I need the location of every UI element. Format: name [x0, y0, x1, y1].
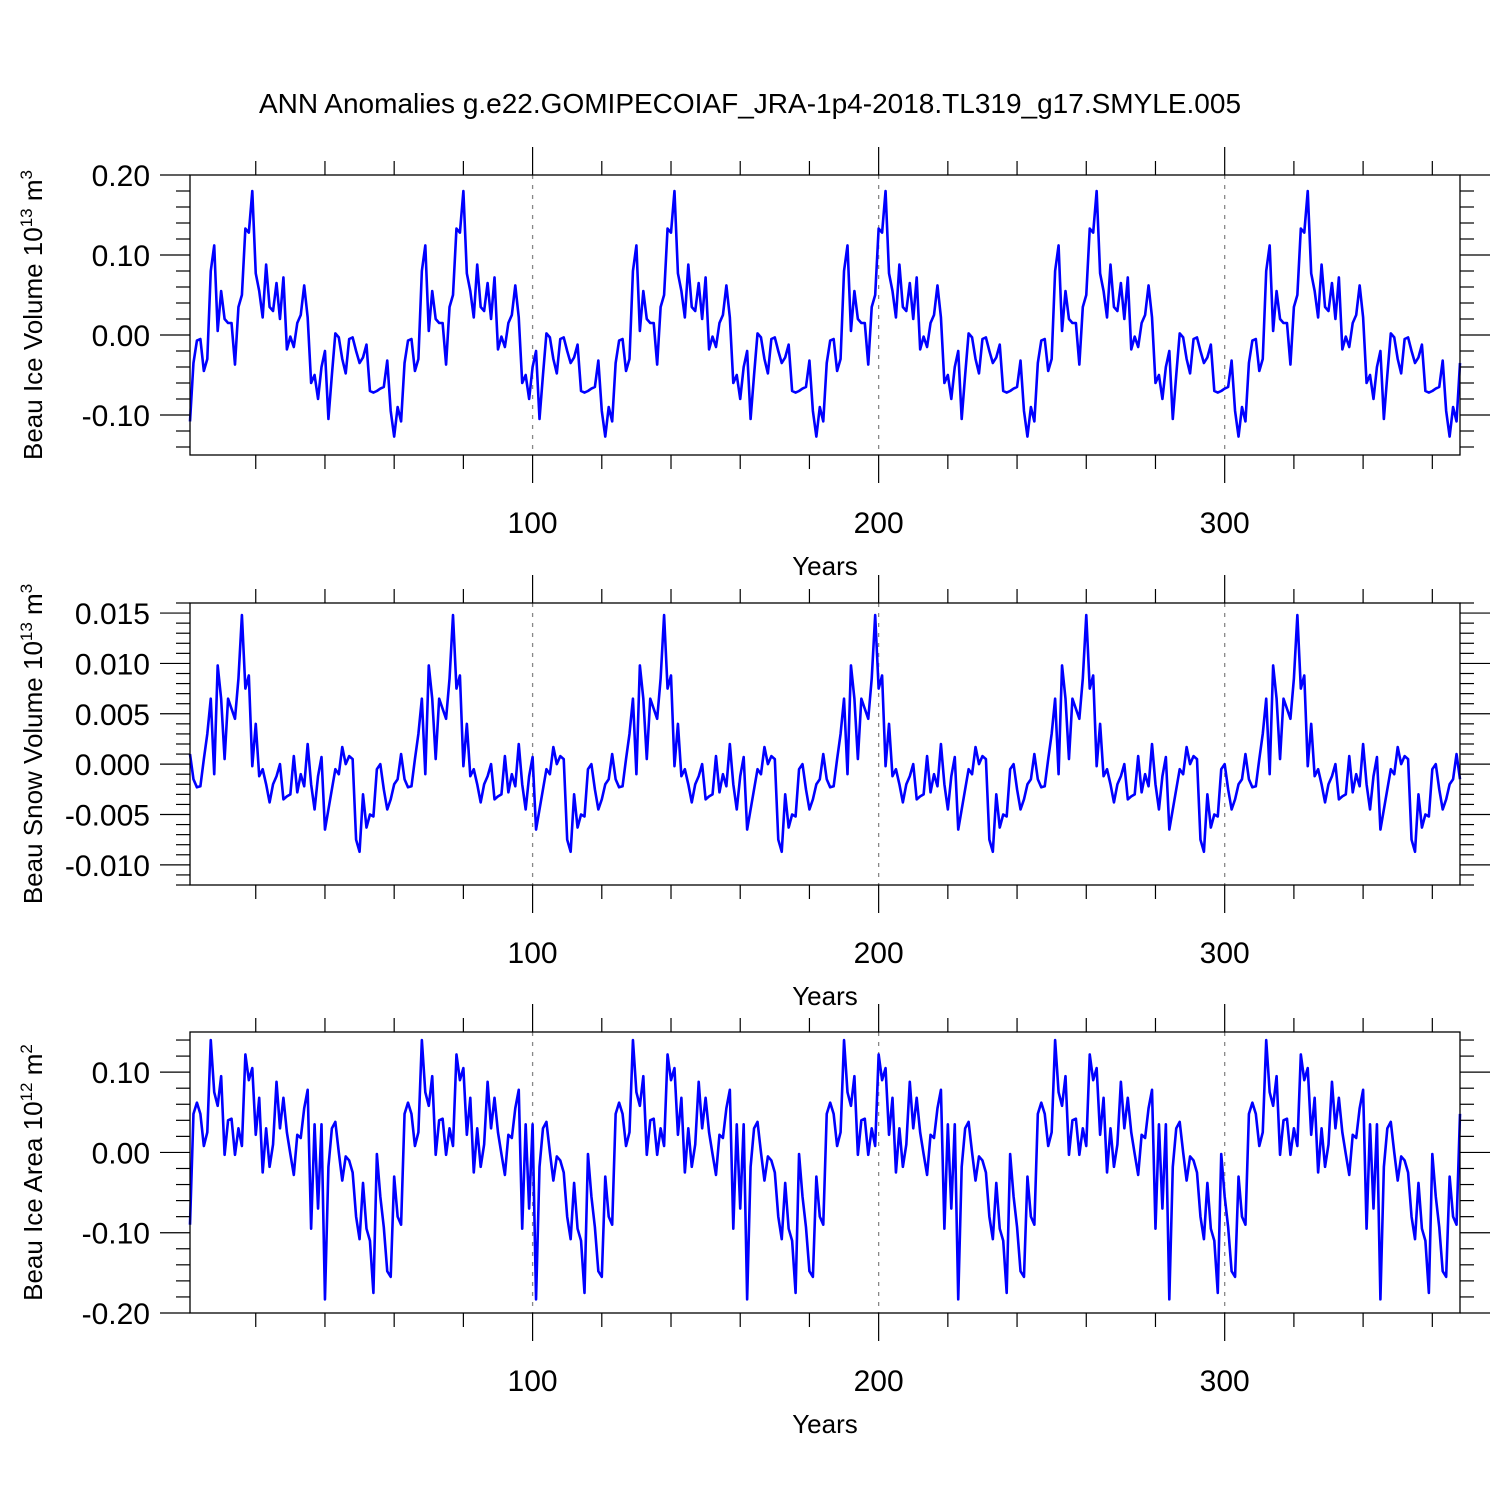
y-tick-label: 0.10	[92, 240, 150, 273]
y-axis-label-text: m	[18, 179, 48, 208]
y-axis-label-text: Beau Snow Volume 10	[18, 641, 48, 904]
y-tick-label: 0.00	[92, 1137, 150, 1170]
y-axis-label-text: m	[18, 1054, 48, 1083]
y-tick-label: 0.010	[75, 648, 150, 681]
x-axis-label: Years	[792, 1409, 858, 1439]
panel-2: 0.015 0.010 0.005 0.000 -0.005 -0.010 100 200 30…	[17, 575, 1490, 1011]
y-axis-label-exponent: 12	[17, 1082, 36, 1101]
y-tick-label: -0.10	[82, 1218, 150, 1251]
y-axis-label-text: m	[18, 593, 48, 622]
y-tick-label: 0.000	[75, 749, 150, 782]
y-axis-label-text: Beau Ice Volume 10	[18, 227, 48, 460]
panels: 0.20 0.10 0.00 -0.10 100 200 300 Years Beau Ice …	[17, 147, 1490, 1439]
x-tick-label: 100	[508, 507, 558, 540]
y-axis-label-exponent: 13	[17, 208, 36, 227]
panel-3: 0.10 0.00 -0.10 -0.20 100 200 300 Years Beau Ice…	[17, 1004, 1490, 1439]
x-tick-label: 200	[854, 1365, 904, 1398]
y-tick-label: 0.00	[92, 320, 150, 353]
x-tick-label: 300	[1200, 1365, 1250, 1398]
y-axis-label: Beau Ice Volume 1013 m3	[17, 170, 48, 460]
y-tick-label: -0.20	[82, 1298, 150, 1331]
panel-1: 0.20 0.10 0.00 -0.10 100 200 300 Years Beau Ice …	[17, 147, 1490, 581]
series-line	[188, 613, 1462, 854]
plot-frame	[189, 174, 1461, 456]
x-tick-label: 200	[854, 937, 904, 970]
y-axis-label-text: Beau Ice Area 10	[18, 1101, 48, 1300]
y-axis-label-exponent: 2	[17, 1044, 36, 1053]
figure-title: ANN Anomalies g.e22.GOMIPECOIAF_JRA-1p4-…	[259, 88, 1241, 119]
x-tick-label: 300	[1200, 507, 1250, 540]
y-tick-label: 0.005	[75, 699, 150, 732]
y-axis-label-exponent: 3	[17, 170, 36, 179]
x-tick-label: 200	[854, 507, 904, 540]
y-tick-label: -0.005	[65, 800, 150, 833]
x-tick-label: 100	[508, 937, 558, 970]
series-line	[188, 1038, 1462, 1301]
x-axis-label: Years	[792, 981, 858, 1011]
y-tick-label: 0.20	[92, 160, 150, 193]
y-tick-label: -0.10	[82, 400, 150, 433]
y-tick-label: 0.015	[75, 598, 150, 631]
x-axis-label: Years	[792, 551, 858, 581]
y-axis-label: Beau Snow Volume 1013 m3	[17, 584, 48, 904]
y-tick-label: 0.10	[92, 1057, 150, 1090]
y-tick-label: -0.010	[65, 850, 150, 883]
series-line	[188, 189, 1462, 438]
x-tick-label: 100	[508, 1365, 558, 1398]
y-axis-label-exponent: 13	[17, 622, 36, 641]
x-tick-label: 300	[1200, 937, 1250, 970]
plot-frame	[189, 1031, 1461, 1314]
y-axis-label: Beau Ice Area 1012 m2	[17, 1044, 48, 1301]
y-axis-label-exponent: 3	[17, 584, 36, 593]
